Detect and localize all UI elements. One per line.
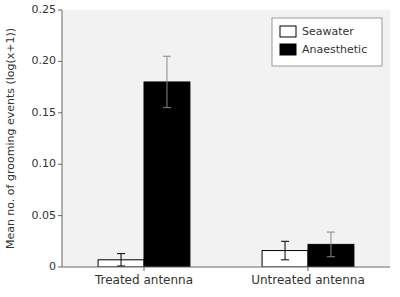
y-axis-line xyxy=(62,10,63,267)
y-axis-label: Mean no. of grooming events (log(x+1)) xyxy=(4,28,17,249)
y-tick-label: 0.10 xyxy=(32,157,57,170)
x-axis-line xyxy=(62,267,390,268)
y-tick-label: 0.05 xyxy=(32,209,57,222)
x-axis: Treated antenna Untreated antenna xyxy=(94,267,365,287)
legend-swatch xyxy=(280,26,296,37)
y-axis: 0 0.05 0.10 0.15 0.20 0.25 xyxy=(32,3,63,273)
plot-background xyxy=(62,10,390,267)
y-tick-label: 0 xyxy=(49,260,56,273)
error-bar xyxy=(117,254,125,266)
chart-container: 0 0.05 0.10 0.15 0.20 0.25 Mean no. of groomin… xyxy=(0,0,400,297)
y-tick-label: 0.15 xyxy=(32,106,57,119)
bar xyxy=(144,82,190,267)
legend-label: Anaesthetic xyxy=(302,43,367,56)
x-tick-label: Untreated antenna xyxy=(251,273,365,287)
y-tick-label: 0.25 xyxy=(32,3,57,16)
x-tick-label: Treated antenna xyxy=(94,273,193,287)
y-tick xyxy=(58,112,62,113)
error-bar xyxy=(327,232,335,257)
y-tick xyxy=(58,61,62,62)
legend-label: Seawater xyxy=(302,25,354,38)
y-tick-label: 0.20 xyxy=(32,54,57,67)
legend-swatch xyxy=(280,44,296,55)
y-tick xyxy=(58,267,62,268)
legend: Seawater Anaesthetic xyxy=(272,18,382,66)
error-bar xyxy=(163,56,171,107)
y-tick xyxy=(58,10,62,11)
bars xyxy=(98,56,354,267)
legend-box xyxy=(272,18,382,66)
error-bar xyxy=(281,241,289,260)
chart-svg: 0 0.05 0.10 0.15 0.20 0.25 Mean no. of groomin… xyxy=(0,0,400,297)
x-tick xyxy=(308,267,309,271)
y-tick xyxy=(58,164,62,165)
x-tick xyxy=(144,267,145,271)
y-tick xyxy=(58,215,62,216)
